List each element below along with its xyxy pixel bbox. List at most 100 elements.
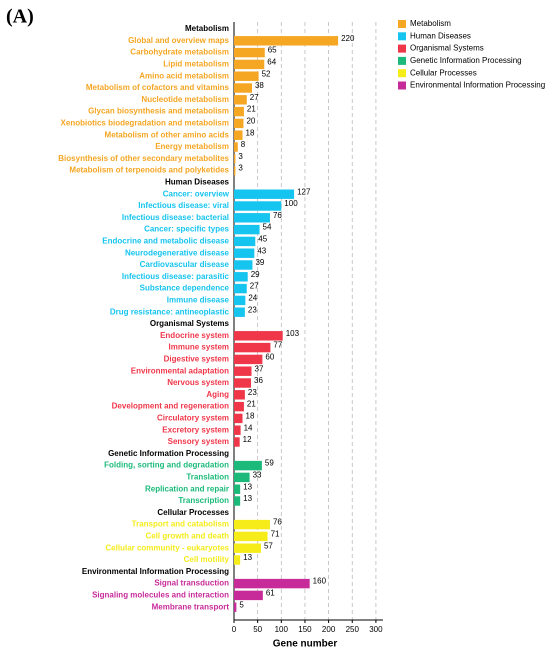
x-tick-label: 300 <box>369 625 383 634</box>
panel-label: (A) <box>6 6 34 28</box>
value-label: 76 <box>273 211 282 220</box>
group-header: Human Diseases <box>165 178 230 187</box>
bar <box>234 260 253 270</box>
value-label: 13 <box>243 494 252 503</box>
y-tick-label: Cellular community - eukaryotes <box>105 543 229 552</box>
y-tick-label: Transcription <box>178 496 229 505</box>
legend-swatch <box>398 44 406 53</box>
bar <box>234 142 238 152</box>
y-tick-label: Signaling molecules and interaction <box>92 591 229 600</box>
y-tick-label: Cardiovascular disease <box>140 260 230 269</box>
legend-swatch <box>398 20 406 28</box>
bar <box>234 496 241 506</box>
bar <box>234 201 282 211</box>
y-tick-label: Glycan biosynthesis and metabolism <box>88 107 229 116</box>
value-label: 103 <box>286 329 300 338</box>
bar <box>234 165 236 176</box>
value-label: 21 <box>247 105 256 114</box>
bar <box>234 519 270 530</box>
value-label: 24 <box>248 294 257 303</box>
y-tick-label: Infectious disease: parasitic <box>122 272 230 281</box>
x-tick-label: 50 <box>253 625 262 634</box>
value-label: 127 <box>297 187 311 196</box>
y-tick-label: Immune system <box>169 343 229 352</box>
bar <box>234 401 244 412</box>
value-label: 18 <box>246 128 255 137</box>
y-tick-label: Amino acid metabolism <box>139 71 229 80</box>
value-label: 52 <box>262 69 271 78</box>
y-tick-label: Digestive system <box>164 355 229 364</box>
bar <box>234 354 263 365</box>
y-tick-label: Infectious disease: viral <box>138 201 229 210</box>
y-tick-label: Development and regeneration <box>112 402 229 411</box>
y-tick-label: Excretory system <box>162 425 229 434</box>
value-label: 20 <box>246 117 255 126</box>
bar <box>234 543 261 553</box>
group-header: Organismal Systems <box>150 319 230 328</box>
bar <box>234 83 252 93</box>
y-tick-label: Circulatory system <box>157 414 229 423</box>
y-tick-label: Cancer: specific types <box>144 225 229 234</box>
value-label: 23 <box>248 388 257 397</box>
y-tick-label: Cell motility <box>184 555 230 564</box>
y-tick-label: Metabolism of other amino acids <box>105 130 230 139</box>
value-label: 39 <box>255 258 264 267</box>
x-tick-label: 150 <box>298 625 312 634</box>
value-label: 3 <box>238 152 243 161</box>
bar <box>234 390 245 400</box>
value-label: 3 <box>238 164 243 173</box>
bar <box>234 331 283 341</box>
legend-label: Genetic Information Processing <box>410 56 522 65</box>
bar <box>234 154 236 164</box>
bar <box>234 307 245 317</box>
y-tick-label: Global and overview maps <box>128 36 229 45</box>
value-label: 65 <box>268 46 277 55</box>
bar <box>234 189 295 199</box>
value-label: 160 <box>313 577 327 586</box>
bar <box>234 224 260 235</box>
bar <box>234 47 265 58</box>
group-header: Environmental Information Processing <box>82 567 229 576</box>
y-tick-label: Nervous system <box>167 378 229 387</box>
value-label: 61 <box>266 589 275 598</box>
y-tick-label: Transport and catabolism <box>132 520 229 529</box>
bar <box>234 531 268 542</box>
value-label: 43 <box>257 246 266 255</box>
bar <box>234 213 270 223</box>
y-tick-label: Replication and repair <box>145 484 229 493</box>
value-label: 8 <box>241 140 246 149</box>
legend-label: Cellular Processes <box>410 68 477 77</box>
value-label: 57 <box>264 541 273 550</box>
legend-label: Environmental Information Processing <box>410 81 545 90</box>
y-tick-label: Endocrine and metabolic disease <box>102 237 229 246</box>
y-tick-label: Metabolism of cofactors and vitamins <box>86 83 230 92</box>
value-label: 27 <box>250 282 259 291</box>
y-tick-label: Cancer: overview <box>163 189 230 198</box>
value-label: 12 <box>243 435 252 444</box>
bar <box>234 590 263 601</box>
legend-label: Metabolism <box>410 19 451 28</box>
bar <box>234 413 243 424</box>
y-tick-label: Sensory system <box>168 437 229 446</box>
bar <box>234 295 246 306</box>
value-label: 18 <box>246 412 255 421</box>
bar <box>234 95 247 105</box>
value-label: 21 <box>247 400 256 409</box>
y-tick-label: Signal transduction <box>154 579 229 588</box>
bar <box>234 118 244 129</box>
bar <box>234 283 247 294</box>
y-tick-label: Aging <box>206 390 229 399</box>
bar <box>234 248 255 258</box>
legend-swatch <box>398 56 406 65</box>
value-label: 36 <box>254 376 263 385</box>
value-label: 76 <box>273 518 282 527</box>
value-label: 27 <box>250 93 259 102</box>
y-tick-label: Membrane transport <box>152 602 230 611</box>
value-label: 38 <box>255 81 264 90</box>
y-tick-label: Metabolism of terpenoids and polyketides <box>69 166 229 175</box>
value-label: 23 <box>248 305 257 314</box>
legend-label: Organismal Systems <box>410 44 484 53</box>
y-tick-label: Biosynthesis of other secondary metaboli… <box>58 154 229 163</box>
bar <box>234 437 240 447</box>
